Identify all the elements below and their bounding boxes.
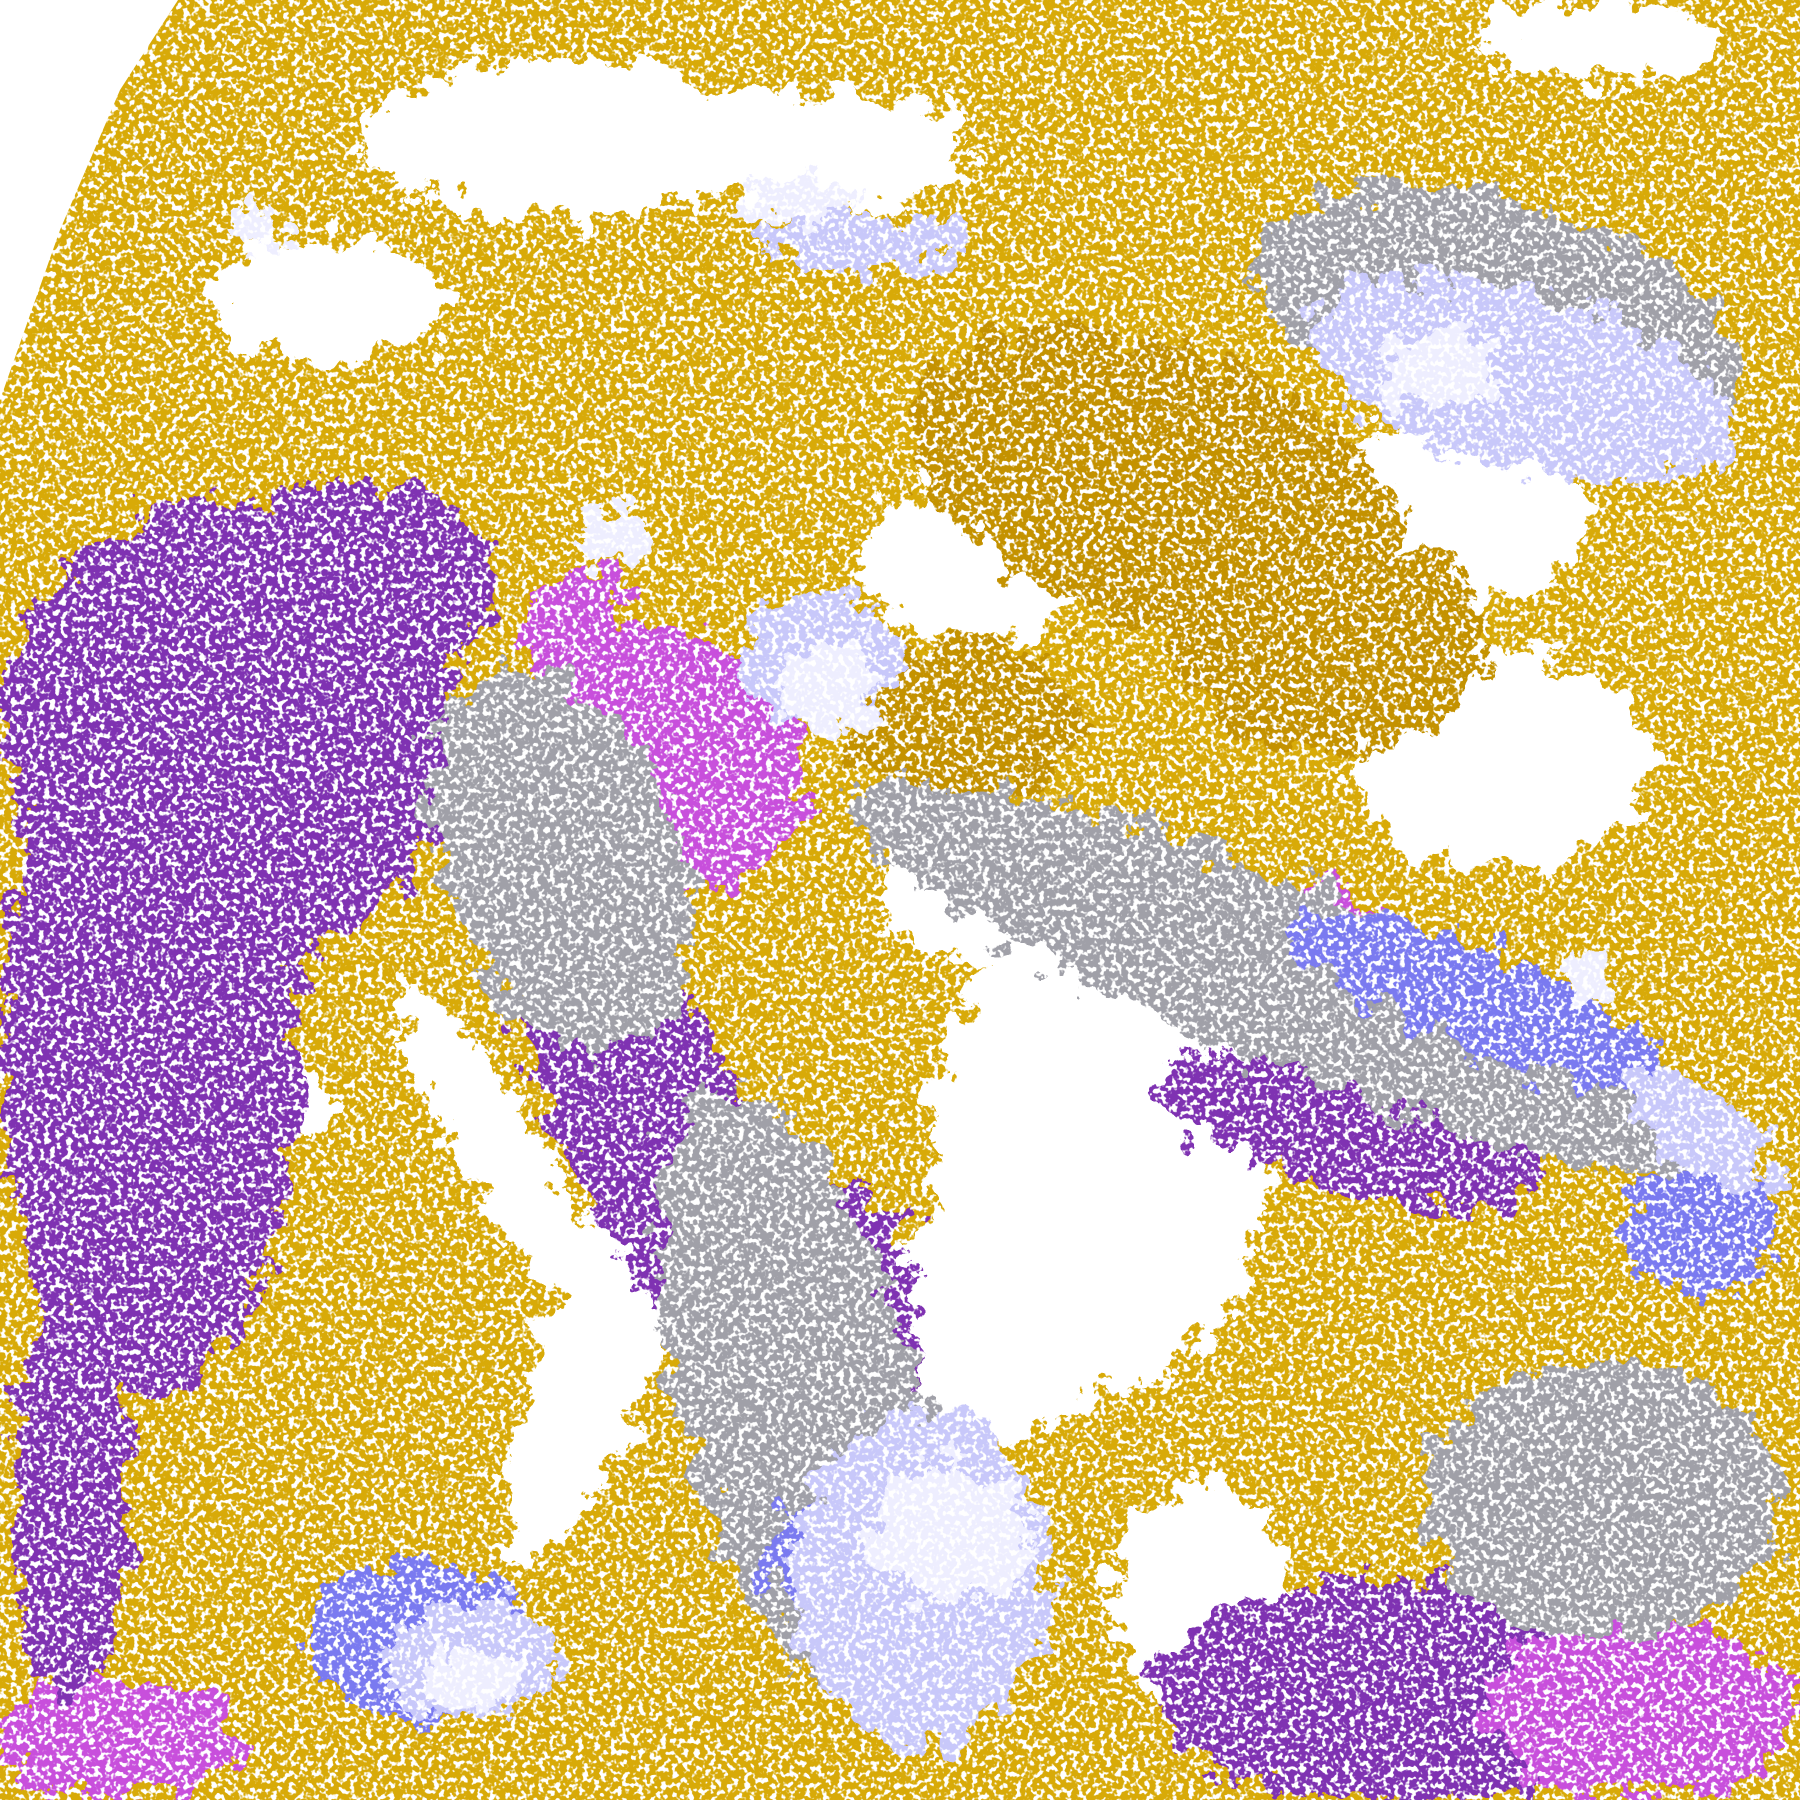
off-disk-corner bbox=[0, 0, 178, 400]
